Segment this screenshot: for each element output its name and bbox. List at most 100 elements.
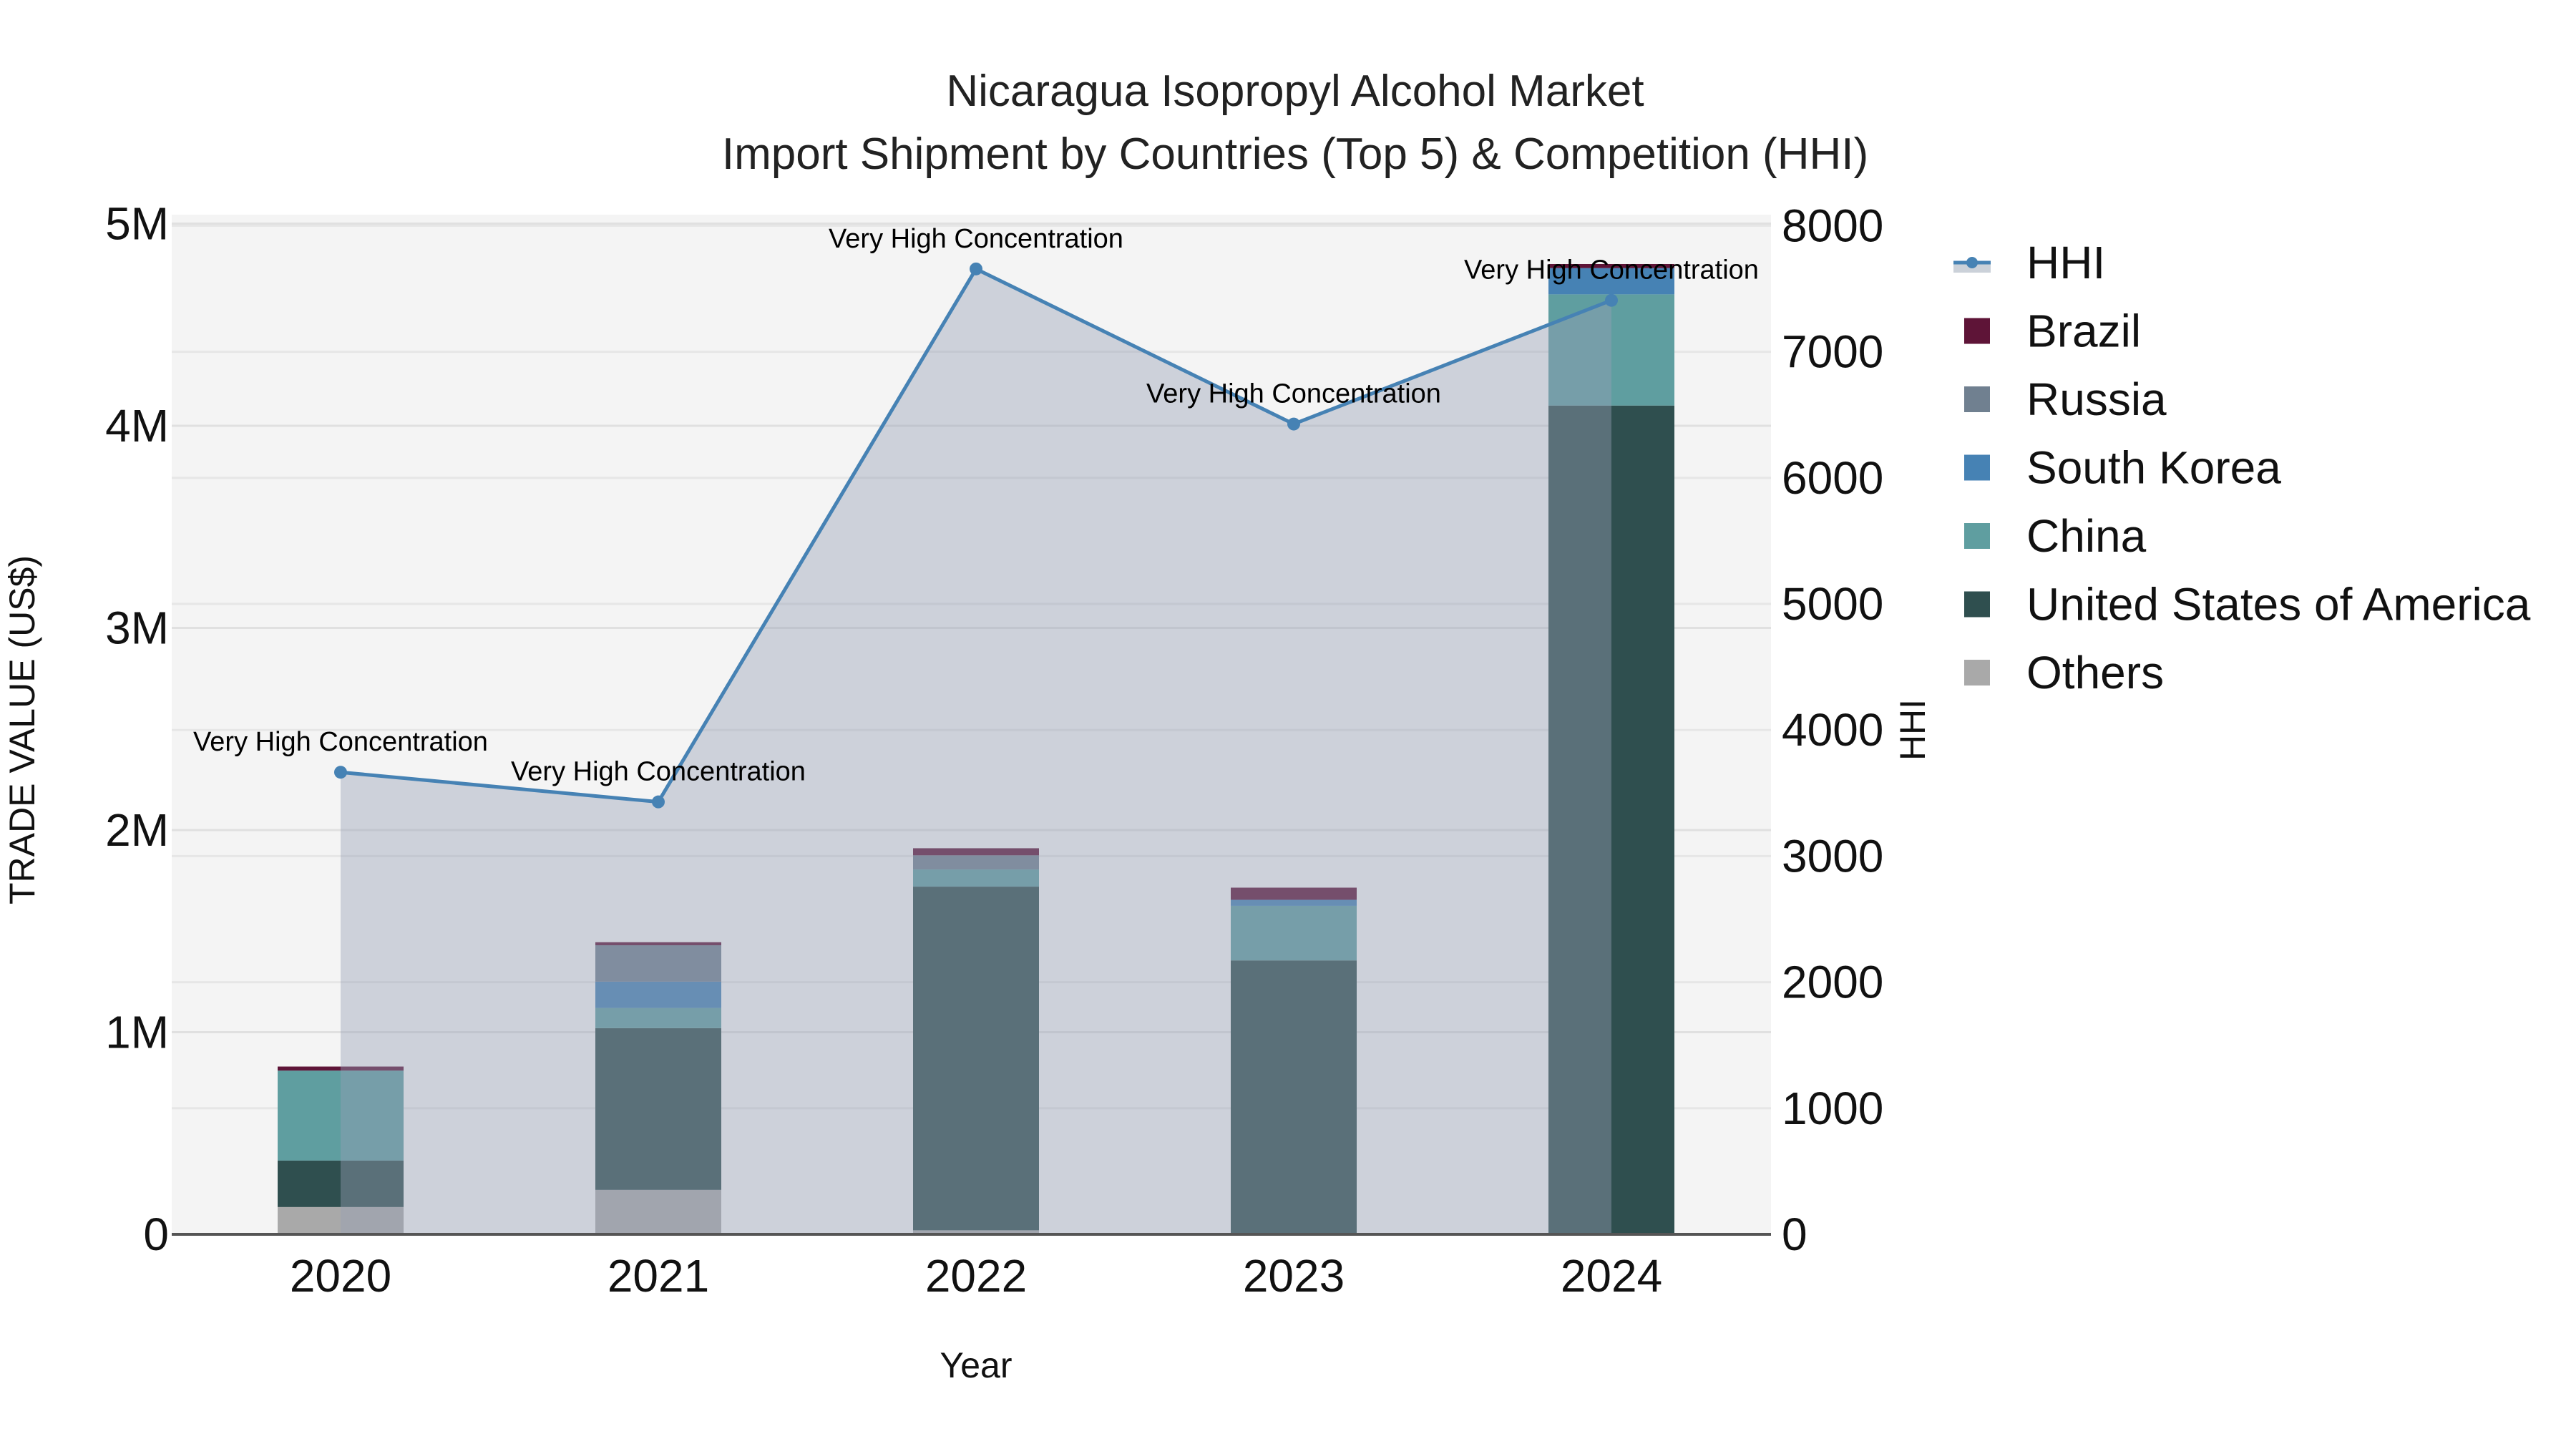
chart-title-line-2: Import Shipment by Countries (Top 5) & C… <box>722 130 1868 179</box>
legend-label: HHI <box>2026 237 2105 288</box>
y-right-tick-labels: 0 1000 2000 3000 4000 5000 6000 7000 8000 <box>1782 200 1883 1260</box>
legend-item-russia[interactable]: Russia <box>1964 374 2167 425</box>
hhi-annotations: Very High Concentration Very High Concent… <box>193 224 1759 787</box>
bar-segment-brazil[interactable] <box>658 942 721 946</box>
hhi-point[interactable] <box>652 795 665 809</box>
bar-segment-china[interactable] <box>976 869 1039 887</box>
legend-item-south-korea[interactable]: South Korea <box>1964 442 2281 494</box>
bar-segment-united-states-of-america[interactable] <box>1548 405 1611 1234</box>
bar-segment-others[interactable] <box>595 1189 658 1234</box>
y-right-tick: 0 <box>1782 1209 1807 1260</box>
bar-segment-others[interactable] <box>658 1189 721 1234</box>
x-tick: 2021 <box>608 1250 709 1302</box>
bar-segment-china[interactable] <box>1231 905 1294 961</box>
bar-segment-russia[interactable] <box>976 855 1039 870</box>
y-left-axis-title: TRADE VALUE (US$) <box>2 555 42 904</box>
legend-item-brazil[interactable]: Brazil <box>1964 306 2141 357</box>
x-axis-title: Year <box>940 1345 1012 1385</box>
bar-segment-united-states-of-america[interactable] <box>976 887 1039 1231</box>
y-right-tick: 7000 <box>1782 326 1883 378</box>
hhi-point[interactable] <box>334 766 347 779</box>
bar-segment-russia[interactable] <box>658 945 721 982</box>
hhi-point[interactable] <box>970 262 982 275</box>
legend-item-china[interactable]: China <box>1964 510 2147 562</box>
bar-segment-russia[interactable] <box>913 855 976 870</box>
bar-segment-brazil[interactable] <box>1548 264 1611 268</box>
y-left-tick-labels: 0 1M 2M 3M 4M 5M <box>105 198 169 1261</box>
chart-title-line-1: Nicaragua Isopropyl Alcohol Market <box>946 67 1644 116</box>
bar-segment-south-korea[interactable] <box>1294 899 1357 906</box>
bar-segment-united-states-of-america[interactable] <box>595 1028 658 1190</box>
bar-segment-south-korea[interactable] <box>1611 268 1674 295</box>
bar-segment-others[interactable] <box>913 1230 976 1234</box>
bar-segment-brazil[interactable] <box>1231 887 1294 900</box>
y-right-tick: 3000 <box>1782 830 1883 882</box>
legend-label: United States of America <box>2026 579 2531 630</box>
hhi-point[interactable] <box>1605 293 1618 307</box>
bar-segment-china[interactable] <box>1611 294 1674 406</box>
hhi-annotation: Very High Concentration <box>829 224 1123 254</box>
y-left-tick: 0 <box>143 1209 169 1260</box>
hhi-legend-marker-icon <box>1966 257 1978 268</box>
bar-segment-china[interactable] <box>658 1008 721 1028</box>
hhi-point[interactable] <box>1287 417 1300 431</box>
y-right-tick: 2000 <box>1782 957 1883 1008</box>
bar-segment-others[interactable] <box>976 1230 1039 1234</box>
legend-label: Brazil <box>2026 306 2141 357</box>
hhi-annotation: Very High Concentration <box>1146 379 1441 409</box>
bar-segment-south-korea[interactable] <box>1548 268 1611 295</box>
bar-segment-others[interactable] <box>278 1206 341 1234</box>
bar-segment-china[interactable] <box>1294 905 1357 961</box>
bar-segment-brazil[interactable] <box>1611 264 1674 268</box>
y-right-tick: 1000 <box>1782 1083 1883 1134</box>
bar-segment-united-states-of-america[interactable] <box>278 1160 341 1207</box>
bar-segment-brazil[interactable] <box>341 1066 404 1071</box>
y-left-tick: 5M <box>105 198 169 250</box>
bar-segment-brazil[interactable] <box>595 942 658 946</box>
bar-segment-brazil[interactable] <box>1294 887 1357 900</box>
legend-swatch-icon <box>1964 660 1990 686</box>
bar-segment-china[interactable] <box>278 1070 341 1161</box>
legend-swatch-icon <box>1964 523 1990 549</box>
y-left-tick: 2M <box>105 804 169 856</box>
hhi-annotation: Very High Concentration <box>1464 255 1759 286</box>
bar-stacks-left-half <box>278 264 1674 1234</box>
y-right-tick: 8000 <box>1782 200 1883 251</box>
hhi-markers <box>334 262 1618 809</box>
bar-segment-brazil[interactable] <box>913 848 976 856</box>
y-left-tick: 4M <box>105 400 169 452</box>
bar-segment-china[interactable] <box>913 869 976 887</box>
bar-segment-china[interactable] <box>595 1008 658 1028</box>
bar-segment-united-states-of-america[interactable] <box>341 1160 404 1207</box>
left-gridlines <box>172 223 1771 1033</box>
x-tick: 2024 <box>1561 1250 1662 1302</box>
hhi-area-fill <box>341 268 1611 1234</box>
legend-swatch-icon <box>1964 454 1990 481</box>
legend: HHI Brazil Russia South Korea China United St… <box>1953 237 2531 698</box>
bar-segment-united-states-of-america[interactable] <box>1611 405 1674 1234</box>
bar-segment-south-korea[interactable] <box>1231 899 1294 906</box>
bar-segment-others[interactable] <box>341 1206 404 1234</box>
bar-segment-china[interactable] <box>341 1070 404 1161</box>
bar-segment-united-states-of-america[interactable] <box>1231 960 1294 1234</box>
bar-segment-brazil[interactable] <box>278 1066 341 1071</box>
legend-item-hhi[interactable]: HHI <box>1953 237 2105 288</box>
x-tick: 2023 <box>1243 1250 1345 1302</box>
legend-item-united-states-of-america[interactable]: United States of America <box>1964 579 2531 630</box>
y-left-tick: 1M <box>105 1007 169 1058</box>
bar-segment-united-states-of-america[interactable] <box>913 887 976 1231</box>
legend-swatch-icon <box>1964 386 1990 412</box>
bar-segment-south-korea[interactable] <box>658 981 721 1008</box>
legend-item-others[interactable]: Others <box>1964 647 2164 698</box>
bar-segment-russia[interactable] <box>595 945 658 982</box>
bar-segment-brazil[interactable] <box>976 848 1039 856</box>
bar-segment-united-states-of-america[interactable] <box>658 1028 721 1190</box>
x-tick-labels: 2020 2021 2022 2023 2024 <box>290 1250 1662 1302</box>
bar-segment-south-korea[interactable] <box>595 981 658 1008</box>
legend-label: Russia <box>2026 374 2167 425</box>
hhi-annotation: Very High Concentration <box>193 727 488 757</box>
legend-label: South Korea <box>2026 442 2281 494</box>
bar-segment-united-states-of-america[interactable] <box>1294 960 1357 1234</box>
legend-label: Others <box>2026 647 2164 698</box>
